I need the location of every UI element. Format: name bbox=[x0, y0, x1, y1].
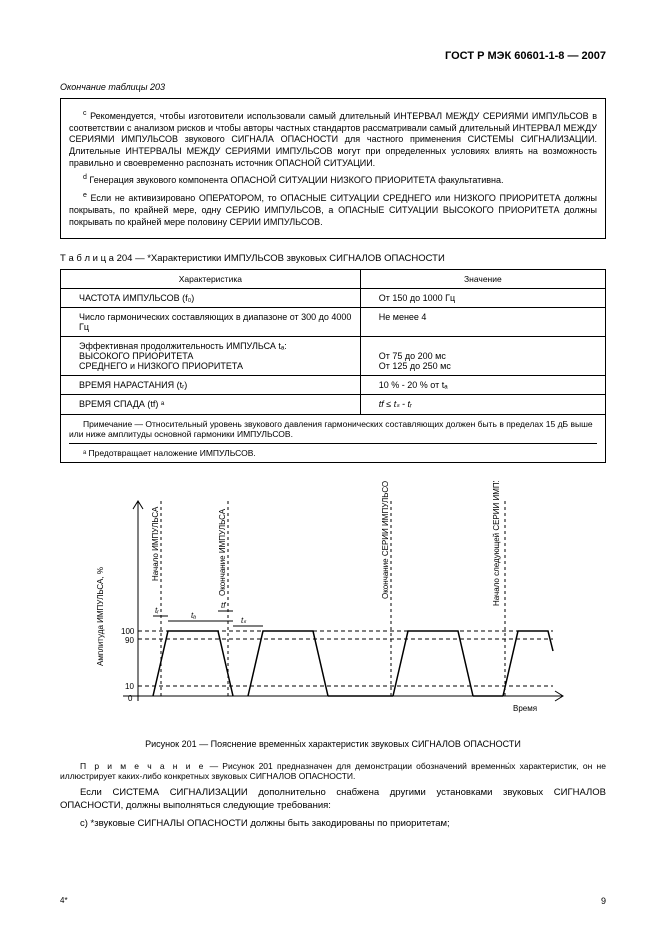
th-value: Значение bbox=[360, 270, 605, 289]
svg-text:tᵣ: tᵣ bbox=[155, 606, 159, 615]
note-box-203: c Рекомендуется, чтобы изготовители испо… bbox=[60, 98, 606, 239]
cell-val: 10 % - 20 % от tₐ bbox=[360, 376, 605, 395]
note-d-text: Генерация звукового компонента ОПАСНОЙ С… bbox=[89, 175, 503, 185]
para-after-2: c) *звуковые СИГНАЛЫ ОПАСНОСТИ должны бы… bbox=[60, 818, 606, 830]
tbl-note2: ᵃ Предотвращает наложение ИМПУЛЬСОВ. bbox=[69, 448, 597, 458]
document-page: ГОСТ Р МЭК 60601-1-8 — 2007 Окончание та… bbox=[0, 0, 661, 936]
svg-text:tₐ: tₐ bbox=[191, 611, 196, 620]
title-rest: — *Характеристики ИМПУЛЬСОВ звуковых СИГ… bbox=[132, 253, 444, 264]
svg-text:tₛ: tₛ bbox=[241, 616, 247, 625]
note-c: c Рекомендуется, чтобы изготовители испо… bbox=[69, 109, 597, 169]
svg-text:100: 100 bbox=[121, 627, 135, 636]
cell-val: От 150 до 1000 Гц bbox=[360, 289, 605, 308]
table-row: ВРЕМЯ НАРАСТАНИЯ (tᵣ) 10 % - 20 % от tₐ bbox=[61, 376, 606, 395]
cell-val: tf ≤ tₛ - tᵣ bbox=[360, 395, 605, 415]
cell-val: От 75 до 200 мс От 125 до 250 мс bbox=[360, 337, 605, 376]
table-row: ЧАСТОТА ИМПУЛЬСОВ (f₀) От 150 до 1000 Гц bbox=[61, 289, 606, 308]
cell-char: ЧАСТОТА ИМПУЛЬСОВ (f₀) bbox=[61, 289, 361, 308]
table-continuation-label: Окончание таблицы 203 bbox=[60, 82, 606, 92]
svg-text:Амплитуда ИМПУЛЬСА, %: Амплитуда ИМПУЛЬСА, % bbox=[96, 567, 105, 666]
svg-text:Время: Время bbox=[513, 704, 537, 713]
cell-char: Число гармонических составляющих в диапа… bbox=[61, 308, 361, 337]
svg-text:Начало ИМПУЛЬСА: Начало ИМПУЛЬСА bbox=[151, 506, 160, 581]
svg-text:tf: tf bbox=[221, 601, 226, 610]
svg-text:Начало следующей СЕРИИ ИМПУЛЬС: Начало следующей СЕРИИ ИМПУЛЬСОВ bbox=[492, 481, 501, 606]
svg-text:Окончание ИМПУЛЬСА: Окончание ИМПУЛЬСА bbox=[218, 508, 227, 596]
table-row: Число гармонических составляющих в диапа… bbox=[61, 308, 606, 337]
note-below-figure: П р и м е ч а н и е — Рисунок 201 предна… bbox=[60, 761, 606, 781]
pulse-diagram-svg: 100 90 10 0 Амплитуда ИМПУЛЬСА, % Время bbox=[83, 481, 583, 726]
note-c-text: Рекомендуется, чтобы изготовители исполь… bbox=[69, 111, 597, 168]
svg-text:90: 90 bbox=[125, 636, 134, 645]
table-note-cell: Примечание — Относительный уровень звуко… bbox=[61, 415, 606, 463]
note-e-text: Если не активизировано ОПЕРАТОРОМ, то ОП… bbox=[69, 193, 597, 226]
table-204-title: Т а б л и ц а 204 — *Характеристики ИМПУ… bbox=[60, 253, 606, 264]
svg-text:Окончание СЕРИИ ИМПУЛЬСОВ: Окончание СЕРИИ ИМПУЛЬСОВ bbox=[381, 481, 390, 599]
cell-val: Не менее 4 bbox=[360, 308, 605, 337]
svg-text:0: 0 bbox=[128, 694, 133, 703]
sup-e: e bbox=[83, 192, 87, 199]
sup-c: c bbox=[83, 110, 87, 117]
table-row: Эффективная продолжительность ИМПУЛЬСА t… bbox=[61, 337, 606, 376]
page-footer: 4* 9 bbox=[60, 896, 606, 906]
svg-text:10: 10 bbox=[125, 682, 134, 691]
table-row: ВРЕМЯ СПАДА (tf) ᵃ tf ≤ tₛ - tᵣ bbox=[61, 395, 606, 415]
table-header-row: Характеристика Значение bbox=[61, 270, 606, 289]
para-after-1: Если СИСТЕМА СИГНАЛИЗАЦИИ дополнительно … bbox=[60, 787, 606, 812]
table-204: Характеристика Значение ЧАСТОТА ИМПУЛЬСО… bbox=[60, 269, 606, 463]
figure-caption: Рисунок 201 — Пояснение временны́х харак… bbox=[60, 739, 606, 749]
doc-header: ГОСТ Р МЭК 60601-1-8 — 2007 bbox=[60, 50, 606, 62]
title-prefix: Т а б л и ц а 204 bbox=[60, 253, 132, 264]
note-prefix: П р и м е ч а н и е bbox=[80, 761, 205, 771]
sup-d: d bbox=[83, 174, 87, 181]
figure-201: 100 90 10 0 Амплитуда ИМПУЛЬСА, % Время bbox=[60, 481, 606, 729]
tbl-note1: Примечание — Относительный уровень звуко… bbox=[69, 419, 597, 444]
footer-left: 4* bbox=[60, 896, 68, 905]
note-d: d Генерация звукового компонента ОПАСНОЙ… bbox=[69, 173, 597, 187]
th-characteristic: Характеристика bbox=[61, 270, 361, 289]
note-e: e Если не активизировано ОПЕРАТОРОМ, то … bbox=[69, 191, 597, 228]
cell-char: Эффективная продолжительность ИМПУЛЬСА t… bbox=[61, 337, 361, 376]
footer-right: 9 bbox=[601, 896, 606, 906]
cell-char: ВРЕМЯ НАРАСТАНИЯ (tᵣ) bbox=[61, 376, 361, 395]
table-note-row: Примечание — Относительный уровень звуко… bbox=[61, 415, 606, 463]
cell-char: ВРЕМЯ СПАДА (tf) ᵃ bbox=[61, 395, 361, 415]
